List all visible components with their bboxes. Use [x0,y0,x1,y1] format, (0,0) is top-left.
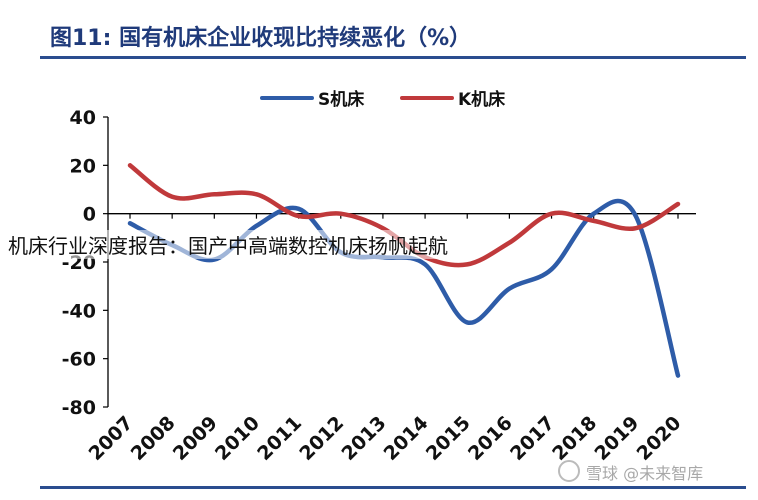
x-tick-label: 2018 [548,412,601,465]
x-tick-label: 2017 [506,412,559,465]
x-tick-label: 2019 [590,412,643,465]
chart-title: 图11: 国有机床企业收现比持续恶化（%） [50,26,472,51]
y-tick-label: -40 [62,300,96,322]
y-tick-label: 40 [70,107,96,129]
series-line-s [127,198,681,378]
legend-label-k: K机床 [458,89,506,110]
x-tick-label: 2012 [295,412,348,465]
x-tick-label: 2007 [85,412,138,465]
x-tick-label: 2016 [464,412,517,465]
watermark-text: 雪球 @未来智库 [586,464,704,483]
y-tick-label: 0 [83,204,96,226]
x-tick-label: 2013 [338,412,391,465]
y-tick-label: -80 [62,397,96,419]
bottom-rule [40,486,746,489]
legend-label-s: S机床 [318,89,365,110]
overlay-caption: 机床行业深度报告：国产中高端数控机床扬帆起航 [8,230,448,259]
x-tick-label: 2020 [633,412,686,465]
x-tick-label: 2011 [253,412,306,465]
watermark: 雪球 @未来智库 [558,460,703,484]
series-layer [127,163,681,378]
x-tick-label: 2010 [211,412,264,465]
legend: S机床 K机床 [260,89,506,110]
snowball-icon [558,460,580,482]
y-tick-label: 20 [70,155,96,177]
x-tick-label: 2009 [169,412,222,465]
x-tick-label: 2015 [422,412,475,465]
x-tick-label: 2008 [127,412,180,465]
y-tick-label: -60 [62,349,96,371]
title-rule [40,56,746,59]
x-tick-label: 2014 [380,412,433,465]
